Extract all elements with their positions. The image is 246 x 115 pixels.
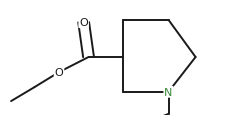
Text: O: O [79, 18, 88, 28]
Text: N: N [164, 87, 173, 97]
Text: O: O [55, 68, 63, 77]
